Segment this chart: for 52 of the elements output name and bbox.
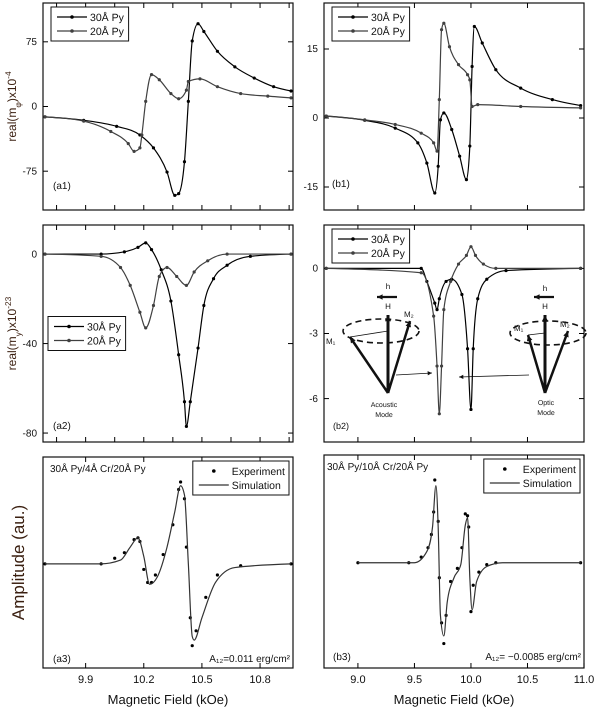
y-tick-label: -15	[304, 182, 318, 194]
legend-label: 30Å Py	[371, 233, 406, 246]
y-tick-label: 75	[26, 37, 38, 48]
annotation: (a1)	[53, 181, 71, 192]
annotation: (b3)	[333, 652, 351, 663]
legend-label: 30Å Py	[87, 320, 122, 334]
y-tick-label: -3	[309, 328, 318, 340]
y-tick-label: 0	[31, 102, 38, 113]
x-tick-label: 10.2	[133, 674, 154, 686]
annotation: (a3)	[53, 654, 71, 665]
y-tick-label: -6	[309, 394, 318, 405]
x-tick-label: 11.0	[574, 674, 594, 686]
legend-label: Simulation	[522, 478, 572, 490]
legend-label: 30Å Py	[371, 11, 406, 24]
x-axis-title: Magnetic Field (kOe)	[108, 692, 228, 707]
y-axis-title: Amplitude (au.)	[9, 504, 28, 620]
annotation: (b2)	[333, 421, 350, 431]
x-tick-label: 10.5	[516, 674, 538, 686]
annotation: h	[542, 284, 548, 293]
annotation: (a2)	[53, 421, 71, 432]
text: 30Å Py/10Å Cr/20Å Py	[327, 461, 428, 473]
annotation: h	[386, 282, 390, 291]
y-tick-label: 0	[31, 249, 38, 260]
legend-label: Experiment	[232, 466, 285, 478]
y-tick-label: -75	[22, 166, 38, 178]
annotation: H	[542, 302, 548, 311]
x-tick-label: 10.8	[249, 674, 271, 686]
x-tick-label: 10.0	[460, 674, 482, 686]
text: 30Å Py/4Å Cr/20Å Py	[50, 463, 146, 475]
y-tick-label: 0	[312, 264, 318, 275]
legend-label: 20Å Py	[90, 25, 125, 38]
annotation: M₂	[404, 310, 414, 319]
x-tick-label: 9.0	[350, 674, 366, 686]
x-tick-label: 10.5	[191, 674, 213, 686]
annotation: H	[385, 302, 392, 311]
x-axis-title: Magnetic Field (kOe)	[394, 692, 514, 707]
y-tick-label: -80	[22, 428, 38, 440]
y-tick-label: 15	[306, 44, 318, 56]
legend-label: 20Å Py	[371, 25, 406, 38]
y-tick-label: -40	[22, 338, 38, 350]
x-tick-label: 9.9	[78, 674, 94, 686]
legend-label: 20Å Py	[87, 334, 122, 348]
x-tick-label: 9.5	[406, 674, 422, 686]
y-tick-label: 0	[312, 113, 318, 124]
annotation: A₁₂= −0.0085 erg/cm²	[485, 652, 582, 663]
legend-label: Experiment	[522, 464, 576, 476]
legend-label: 20Å Py	[371, 247, 406, 260]
legend-label: Simulation	[232, 480, 281, 492]
annotation: A₁₂=0.011 erg/cm²	[209, 654, 291, 665]
annotation: (b1)	[332, 179, 350, 190]
legend-label: 30Å Py	[90, 11, 125, 24]
annotation: M₁	[326, 337, 336, 346]
